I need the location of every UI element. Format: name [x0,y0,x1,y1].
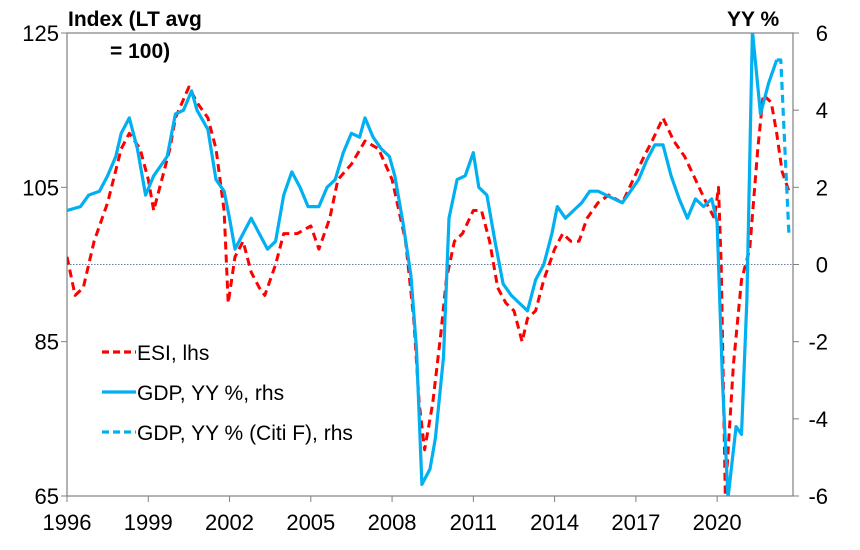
x-tick-label: 1999 [124,510,173,535]
right-tick-label: 6 [816,21,828,46]
legend-label-1: GDP, YY %, rhs [137,382,284,405]
right-tick-label: -2 [808,330,828,355]
left-tick-label: 65 [35,484,59,509]
left-tick-label: 85 [35,330,59,355]
left-axis-title-line2: = 100) [110,40,170,63]
x-tick-label: 2020 [693,510,742,535]
left-tick-label: 105 [22,175,59,200]
x-tick-label: 2017 [611,510,660,535]
x-tick-label: 2008 [368,510,417,535]
x-tick-label: 1996 [43,510,92,535]
legend-label-0: ESI, lhs [137,342,209,365]
right-axis-title: YY % [727,8,779,31]
left-axis-title-line1: Index (LT avg [68,8,202,31]
x-tick-label: 2005 [286,510,335,535]
right-tick-label: 0 [816,253,828,278]
x-tick-label: 2002 [205,510,254,535]
right-tick-label: -6 [808,484,828,509]
legend-label-2: GDP, YY % (Citi F), rhs [137,422,353,445]
left-tick-label: 125 [22,21,59,46]
legend: ESI, lhs GDP, YY %, rhs GDP, YY % (Citi F)… [102,342,353,445]
x-tick-label: 2011 [450,510,497,535]
right-tick-label: 2 [816,175,828,200]
right-tick-label: -4 [808,407,828,432]
x-tick-label: 2014 [530,510,579,535]
right-tick-label: 4 [816,98,828,123]
series-line-1 [67,33,779,496]
series-line-2 [776,58,793,236]
